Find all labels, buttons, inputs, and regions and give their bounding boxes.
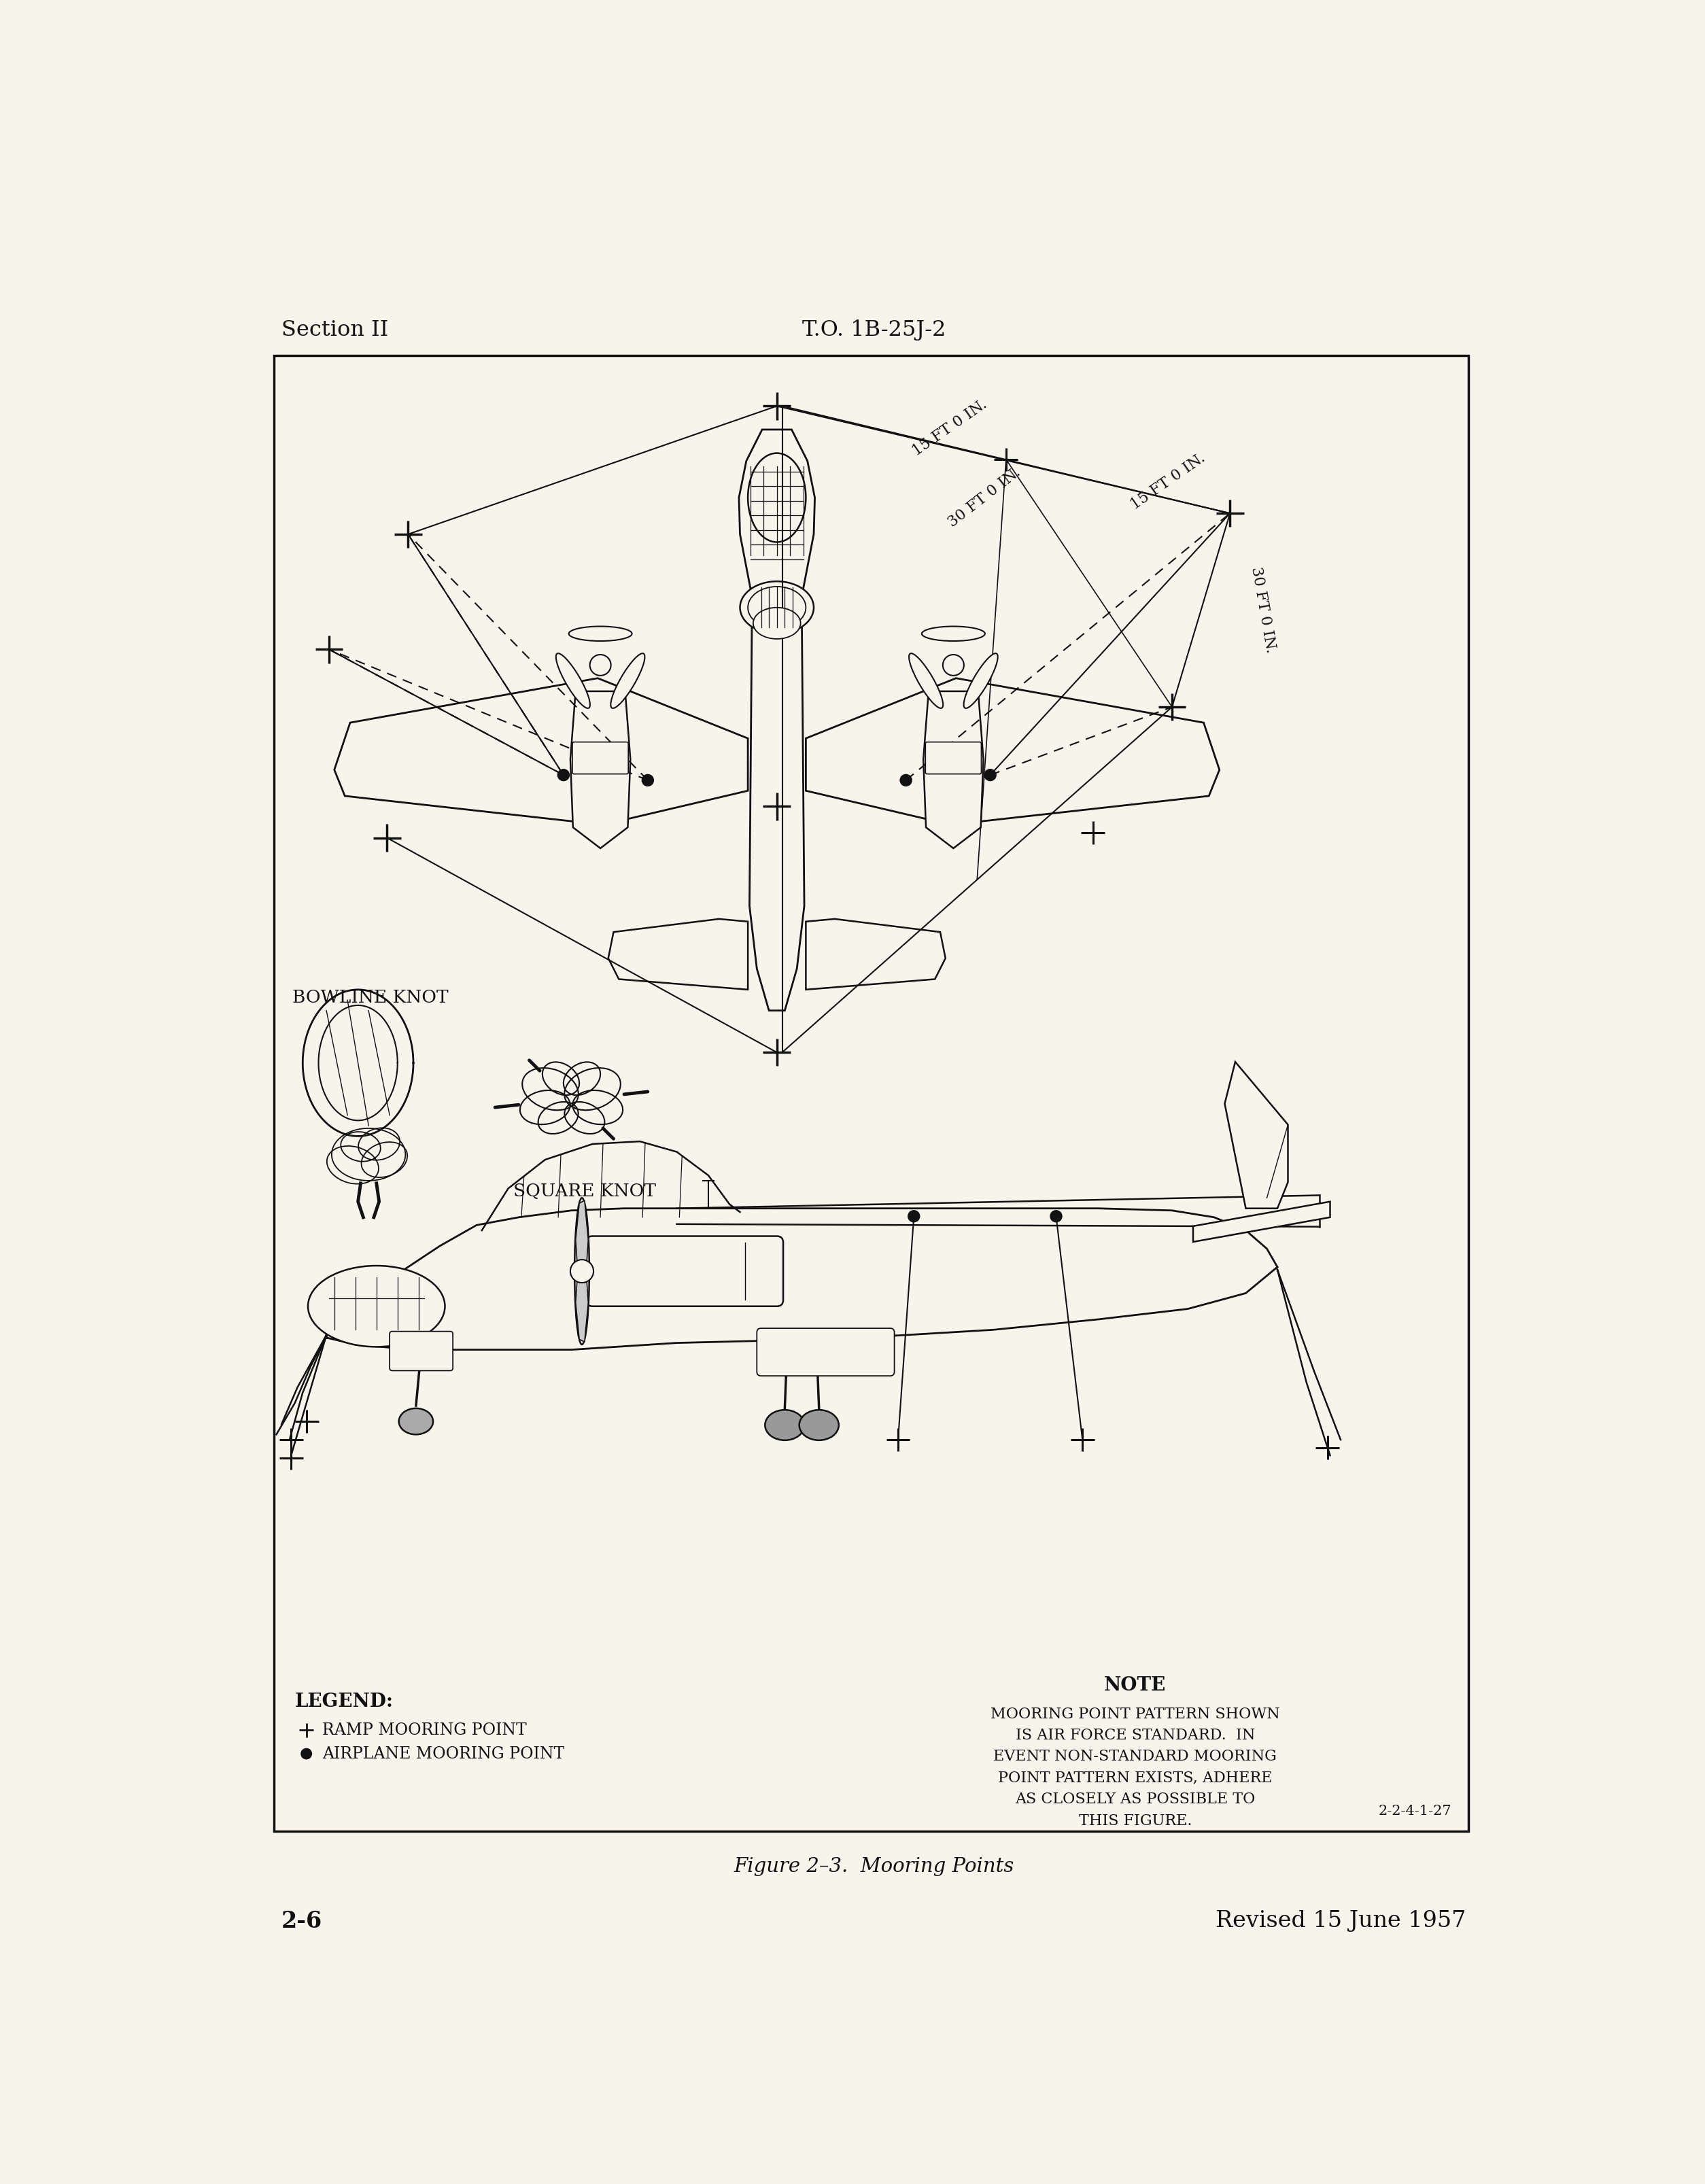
Ellipse shape	[740, 581, 813, 633]
Ellipse shape	[556, 653, 590, 708]
Ellipse shape	[754, 607, 801, 640]
Polygon shape	[738, 430, 815, 1011]
Ellipse shape	[748, 587, 806, 629]
Ellipse shape	[909, 653, 943, 708]
Text: 2-2-4-1-27: 2-2-4-1-27	[1378, 1804, 1451, 1817]
Polygon shape	[1194, 1201, 1330, 1243]
Circle shape	[900, 775, 912, 786]
Bar	[275, 356, 1468, 1830]
Text: Revised 15 June 1957: Revised 15 June 1957	[1216, 1911, 1466, 1933]
Circle shape	[558, 769, 569, 780]
Polygon shape	[806, 919, 946, 989]
Ellipse shape	[766, 1411, 805, 1439]
Ellipse shape	[309, 1267, 445, 1348]
Text: LEGEND:: LEGEND:	[295, 1693, 394, 1710]
Ellipse shape	[800, 1411, 839, 1439]
Ellipse shape	[963, 653, 997, 708]
Polygon shape	[609, 919, 748, 989]
FancyBboxPatch shape	[926, 743, 982, 773]
Text: 30 FT 0 IN.: 30 FT 0 IN.	[946, 465, 1023, 531]
Ellipse shape	[610, 653, 644, 708]
Ellipse shape	[748, 452, 806, 542]
Circle shape	[1050, 1210, 1062, 1223]
Ellipse shape	[922, 627, 985, 642]
Text: SQUARE KNOT: SQUARE KNOT	[513, 1182, 656, 1199]
Text: NOTE: NOTE	[1105, 1677, 1166, 1695]
Text: Figure 2–3.  Mooring Points: Figure 2–3. Mooring Points	[733, 1856, 1014, 1876]
FancyBboxPatch shape	[757, 1328, 895, 1376]
Text: RAMP MOORING POINT: RAMP MOORING POINT	[322, 1723, 527, 1738]
FancyBboxPatch shape	[390, 1332, 454, 1372]
Text: 30 FT 0 IN.: 30 FT 0 IN.	[1248, 566, 1279, 655]
Text: 15 FT 0 IN.: 15 FT 0 IN.	[910, 397, 989, 459]
Polygon shape	[571, 692, 631, 847]
Circle shape	[909, 1210, 919, 1223]
Polygon shape	[1224, 1061, 1287, 1208]
Polygon shape	[334, 679, 748, 826]
Circle shape	[984, 769, 996, 780]
Text: AIRPLANE MOORING POINT: AIRPLANE MOORING POINT	[322, 1745, 564, 1762]
Circle shape	[302, 1749, 312, 1758]
Text: Section II: Section II	[281, 319, 389, 341]
FancyBboxPatch shape	[573, 743, 629, 773]
Text: T.O. 1B-25J-2: T.O. 1B-25J-2	[801, 319, 946, 341]
Circle shape	[590, 655, 610, 675]
Text: BOWLINE KNOT: BOWLINE KNOT	[292, 989, 448, 1007]
Circle shape	[943, 655, 963, 675]
FancyBboxPatch shape	[587, 1236, 783, 1306]
Text: MOORING POINT PATTERN SHOWN
IS AIR FORCE STANDARD.  IN
EVENT NON-STANDARD MOORIN: MOORING POINT PATTERN SHOWN IS AIR FORCE…	[991, 1706, 1280, 1828]
Circle shape	[643, 775, 653, 786]
Polygon shape	[924, 692, 984, 847]
Polygon shape	[576, 1201, 588, 1271]
Text: 15 FT 0 IN.: 15 FT 0 IN.	[1129, 450, 1209, 513]
Text: 2-6: 2-6	[281, 1911, 322, 1933]
Circle shape	[571, 1260, 593, 1282]
Ellipse shape	[399, 1409, 433, 1435]
Polygon shape	[806, 679, 1219, 826]
Ellipse shape	[569, 627, 633, 642]
Polygon shape	[576, 1271, 588, 1341]
